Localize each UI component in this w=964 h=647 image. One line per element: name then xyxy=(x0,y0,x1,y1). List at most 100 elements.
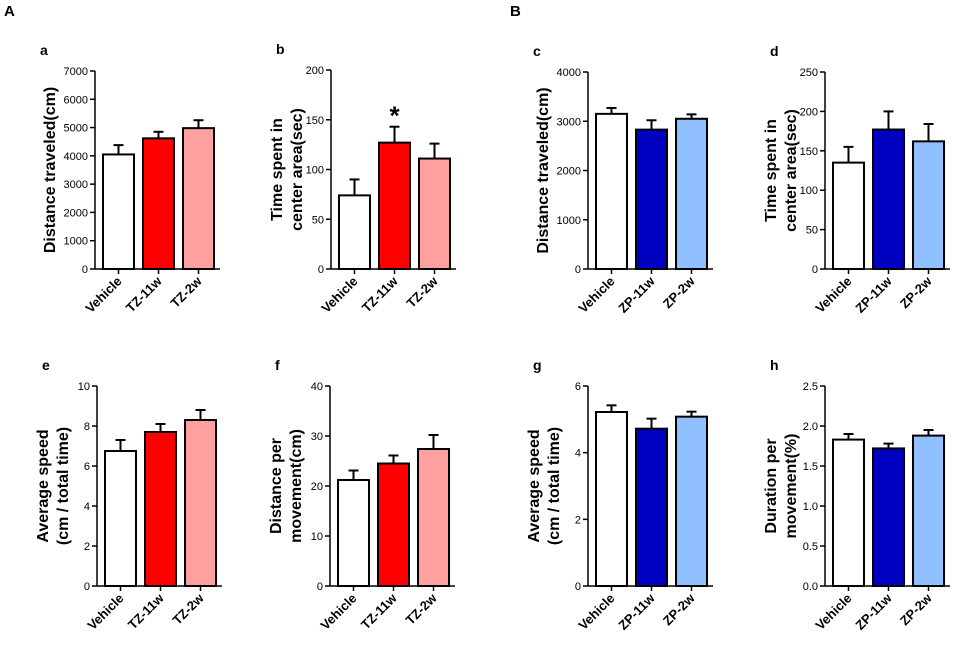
panel-b-category-label: TZ-2w xyxy=(403,273,441,311)
panel-b-y-axis-title: Time spent in center area(sec) xyxy=(269,108,306,231)
panel-a-y-axis-title: Distance traveled(cm) xyxy=(42,87,59,253)
panel-e: e 0 2 4 6 8 10 Average speed (cm / total time) Ve… xyxy=(35,357,222,633)
panel-f-category-label: TZ-11w xyxy=(358,590,400,632)
panel-c-category-label: ZP-11w xyxy=(615,273,658,316)
panel-g-y-axis-title-line: (cm / total time) xyxy=(546,427,563,545)
panel-f-letter: f xyxy=(275,357,280,373)
panel-b-bar xyxy=(378,141,411,270)
panel-g-bar xyxy=(595,411,628,587)
panel-h-y-axis-title: Duration per movement(%) xyxy=(763,434,800,539)
panel-g-bar xyxy=(635,427,668,587)
panel-a-y-tick-label: 0 xyxy=(82,264,88,276)
panel-f-category-label: TZ-2w xyxy=(402,590,440,628)
panel-d-y-tick-label: 0 xyxy=(812,264,818,276)
panel-f-y-axis-title-line: movement(cm) xyxy=(288,429,305,543)
panel-b-y-tick-label: 50 xyxy=(312,214,324,226)
panel-g-y-tick-label: 6 xyxy=(575,381,581,393)
panel-f-y-tick-label: 40 xyxy=(311,381,323,393)
panel-a-y-tick-label: 4000 xyxy=(64,151,88,163)
panel-e-y-axis-title: Average speed (cm / total time) xyxy=(35,427,72,545)
panel-h-category-label: ZP-11w xyxy=(852,590,895,633)
panel-c-y-tick-label: 2000 xyxy=(557,166,581,178)
panel-b-y-axis-title-line: center area(sec) xyxy=(289,108,306,231)
panel-c-y-axis-title: Distance traveled(cm) xyxy=(535,87,552,253)
panel-c-category-label: ZP-2w xyxy=(660,273,698,311)
panel-h-y-tick-label: 1.5 xyxy=(803,461,818,473)
panel-h-category-label: ZP-2w xyxy=(897,590,935,628)
panel-d-y-axis-title: Time spent in center area(sec) xyxy=(763,109,800,232)
panel-d-category-label: ZP-11w xyxy=(852,273,895,316)
panel-g-letter: g xyxy=(533,357,542,373)
panel-c-y-tick-label: 4000 xyxy=(557,67,581,79)
panel-c-letter: c xyxy=(533,43,541,59)
panel-e-category-label: Vehicle xyxy=(84,591,126,633)
panel-e-bar xyxy=(144,431,177,587)
panel-c-category-label: Vehicle xyxy=(575,274,617,316)
panel-g-category-label: ZP-2w xyxy=(660,590,698,628)
panel-d-y-tick-label: 250 xyxy=(800,67,818,79)
panel-f: f 0 10 20 30 40 Distance per movement(cm) Vehicl… xyxy=(268,357,455,633)
panel-g-y-axis-title: Average speed (cm / total time) xyxy=(526,427,563,545)
panel-f-category-label: Vehicle xyxy=(317,591,359,633)
panel-e-category-label: TZ-2w xyxy=(169,590,207,628)
panel-h-letter: h xyxy=(770,357,779,373)
panel-e-y-axis-title-line: (cm / total time) xyxy=(55,427,72,545)
panel-b-significance-mark: * xyxy=(389,101,400,131)
panel-f-y-tick-label: 30 xyxy=(311,431,323,443)
panel-g-bar xyxy=(675,415,708,587)
panel-a-y-tick-label: 1000 xyxy=(64,236,88,248)
panel-e-y-tick-label: 2 xyxy=(84,541,90,553)
panel-b-y-axis-title-line: Time spent in xyxy=(269,118,286,221)
panel-d-bar xyxy=(912,140,945,270)
panel-f-y-tick-label: 0 xyxy=(317,581,323,593)
section-label-b: B xyxy=(510,3,521,20)
panel-a-category-label: TZ-2w xyxy=(167,273,205,311)
panel-d: d 0 50 100 150 200 250 Time spent in center area… xyxy=(763,43,950,316)
panel-h-category-label: Vehicle xyxy=(812,591,854,633)
panel-h-y-axis-title-line: movement(%) xyxy=(783,434,800,539)
panel-a-category-label: TZ-11w xyxy=(123,273,165,315)
panel-c-bar xyxy=(675,117,708,270)
panel-e-y-tick-label: 0 xyxy=(84,581,90,593)
panel-d-category-label: Vehicle xyxy=(812,274,854,316)
panel-b-y-tick-label: 100 xyxy=(306,165,324,177)
panel-e-y-tick-label: 8 xyxy=(84,421,90,433)
panel-g: g 0 2 4 6 Average speed (cm / total time) Vehic… xyxy=(526,357,713,633)
panel-a-y-tick-label: 6000 xyxy=(64,94,88,106)
panel-f-bar xyxy=(337,479,370,587)
panel-c-y-tick-label: 0 xyxy=(575,264,581,276)
panel-d-y-tick-label: 150 xyxy=(800,146,818,158)
panel-g-y-axis-title-line: Average speed xyxy=(526,429,543,542)
panel-d-y-tick-label: 100 xyxy=(800,185,818,197)
panel-a-bar xyxy=(102,153,135,270)
panel-h-bar xyxy=(832,438,865,587)
section-label-a: A xyxy=(4,3,15,20)
panel-g-y-tick-label: 2 xyxy=(575,514,581,526)
panel-h-y-tick-label: 0.5 xyxy=(803,541,818,553)
panel-b-bar xyxy=(338,194,371,270)
panel-b-y-tick-label: 0 xyxy=(318,264,324,276)
panel-b-bar xyxy=(418,157,451,270)
panel-d-letter: d xyxy=(770,43,779,59)
panel-e-category-label: TZ-11w xyxy=(125,590,167,632)
panel-a-y-tick-label: 2000 xyxy=(64,207,88,219)
panel-h-y-axis-title-line: Duration per xyxy=(763,438,780,533)
panel-f-y-tick-label: 10 xyxy=(311,531,323,543)
panel-c-y-axis-title-line: Distance traveled(cm) xyxy=(535,87,552,253)
panel-d-category-label: ZP-2w xyxy=(897,273,935,311)
panel-a-y-tick-label: 3000 xyxy=(64,179,88,191)
panel-h-y-tick-label: 2.0 xyxy=(803,421,818,433)
panel-a-y-tick-label: 5000 xyxy=(64,123,88,135)
panel-h: h 0.0 0.5 1.0 1.5 2.0 2.5 Duration per movement(… xyxy=(763,357,950,633)
panel-h-y-tick-label: 1.0 xyxy=(803,501,818,513)
panel-g-y-tick-label: 0 xyxy=(575,581,581,593)
panel-b-y-tick-label: 150 xyxy=(306,115,324,127)
panel-d-y-axis-title-line: Time spent in xyxy=(763,119,780,222)
panel-e-bar xyxy=(104,450,137,587)
panel-e-y-tick-label: 10 xyxy=(78,381,90,393)
panel-a-bar xyxy=(182,127,215,270)
panel-b-category-label: Vehicle xyxy=(318,274,360,316)
panel-b: b 0 50 100 150 200 Time spent in center area(se… xyxy=(269,41,456,316)
panel-b-letter: b xyxy=(276,41,285,57)
